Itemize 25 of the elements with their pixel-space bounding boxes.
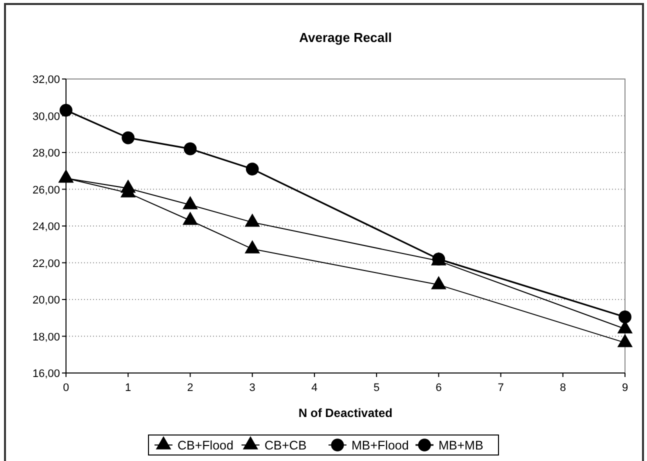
y-tick-label: 26,00 [32, 184, 60, 196]
y-tick-label: 28,00 [32, 148, 60, 160]
y-tick-label: 24,00 [32, 221, 60, 233]
y-tick-label: 30,00 [32, 110, 60, 123]
x-tick-label: 7 [498, 382, 504, 394]
x-tick-label: 4 [311, 382, 318, 394]
x-tick-label: 3 [249, 382, 256, 394]
x-tick-label: 9 [622, 382, 628, 394]
y-tick-label: 16,00 [32, 368, 60, 380]
y-tick-label: 18,00 [32, 331, 60, 344]
x-tick-label: 5 [373, 382, 380, 394]
chart-title: Average Recall [299, 30, 392, 45]
x-tick-label: 2 [187, 382, 194, 394]
x-tick-label: 6 [436, 382, 442, 394]
legend-label: CB+Flood [178, 438, 234, 452]
y-tick-label: 22,00 [32, 258, 60, 270]
y-tick-label: 32,00 [32, 74, 60, 86]
x-tick-label: 1 [125, 382, 132, 394]
legend-label: CB+CB [264, 438, 307, 452]
y-tick-label: 20,00 [32, 294, 60, 306]
legend-label: MB+MB [438, 438, 484, 452]
x-tick-label: 8 [560, 382, 566, 394]
legend-label: MB+Flood [352, 438, 409, 452]
x-tick-label: 0 [62, 382, 70, 394]
x-axis-title: N of Deactivated [298, 406, 393, 420]
